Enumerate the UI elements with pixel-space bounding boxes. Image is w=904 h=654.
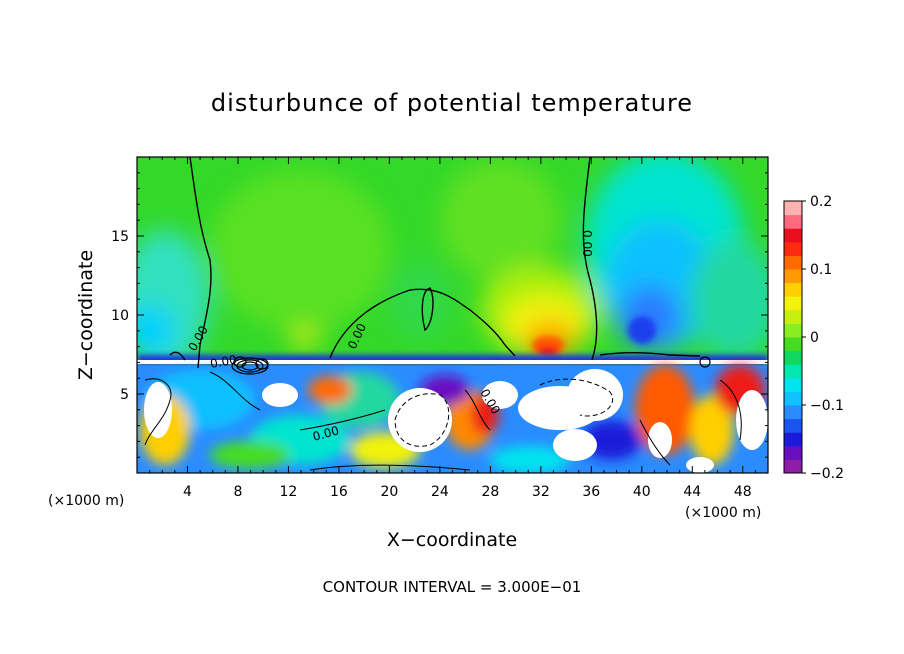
colorbar-swatch [784, 459, 802, 474]
colorbar-swatch [784, 255, 802, 270]
contour-label: 0.00 [311, 423, 340, 443]
y-tick-label: 5 [120, 387, 129, 403]
y-tick-label: 10 [111, 308, 129, 324]
colorbar-tick-label: 0.2 [810, 194, 832, 210]
colorbar-swatch [784, 405, 802, 420]
contour-label: 0.00 [209, 353, 238, 371]
x-tick-label: 12 [280, 484, 298, 500]
colorbar [784, 201, 802, 474]
colorbar-swatch [784, 201, 802, 216]
colorbar-tick-label: 0 [810, 330, 819, 346]
x-tick-label: 36 [582, 484, 600, 500]
upper-field-cores [532, 316, 656, 356]
x-axis-title: X−coordinate [387, 529, 517, 551]
colorbar-swatch [784, 228, 802, 243]
colorbar-swatch [784, 269, 802, 284]
x-unit-label-left: (×1000 m) [48, 493, 124, 509]
contour-labels: 0.00 0.00 0.00 0.00 0.00 0.00 [185, 230, 594, 444]
y-axis: 5 10 15 [111, 172, 768, 458]
x-tick-label: 8 [233, 484, 242, 500]
colorbar-swatch [784, 282, 802, 297]
colorbar-swatch [784, 214, 802, 229]
contour-label: 0.00 [580, 230, 594, 257]
colorbar-ticks: 0.2 0.1 0 −0.1 −0.2 [802, 194, 844, 482]
colorbar-swatch [784, 241, 802, 256]
x-tick-label: 20 [380, 484, 398, 500]
y-tick-label: 15 [111, 229, 129, 245]
x-tick-label: 44 [683, 484, 701, 500]
colorbar-tick-label: −0.1 [810, 398, 844, 414]
x-unit-label-right: (×1000 m) [685, 505, 761, 521]
inversion-line [137, 360, 768, 364]
x-tick-label: 48 [734, 484, 752, 500]
colorbar-swatch [784, 296, 802, 311]
colorbar-swatch [784, 391, 802, 406]
y-axis-title: Z−coordinate [75, 250, 97, 380]
colorbar-swatch [784, 350, 802, 365]
colorbar-swatch [784, 323, 802, 338]
x-tick-label: 16 [330, 484, 348, 500]
chart-title: disturbunce of potential temperature [211, 89, 693, 117]
zero-contours [169, 157, 701, 369]
x-tick-label: 24 [431, 484, 449, 500]
x-axis: 4 8 12 16 20 24 28 32 36 40 44 48 [149, 157, 756, 500]
contour-interval-note: CONTOUR INTERVAL = 3.000E−01 [323, 578, 582, 596]
x-tick-label: 32 [532, 484, 550, 500]
x-tick-label: 4 [183, 484, 192, 500]
upper-field-blobs [137, 157, 768, 370]
lower-contours [144, 371, 742, 471]
x-tick-label: 28 [481, 484, 499, 500]
colorbar-swatch [784, 309, 802, 324]
dense-contour-cluster [231, 356, 711, 375]
colorbar-swatch [784, 337, 802, 352]
colorbar-swatch [784, 377, 802, 392]
x-tick-label: 40 [633, 484, 651, 500]
colorbar-swatch [784, 432, 802, 447]
colorbar-tick-label: 0.1 [810, 262, 832, 278]
colorbar-swatch [784, 445, 802, 460]
colorbar-swatch [784, 418, 802, 433]
plot-area [137, 157, 768, 473]
colorbar-swatch [784, 364, 802, 379]
colorbar-tick-label: −0.2 [810, 466, 844, 482]
